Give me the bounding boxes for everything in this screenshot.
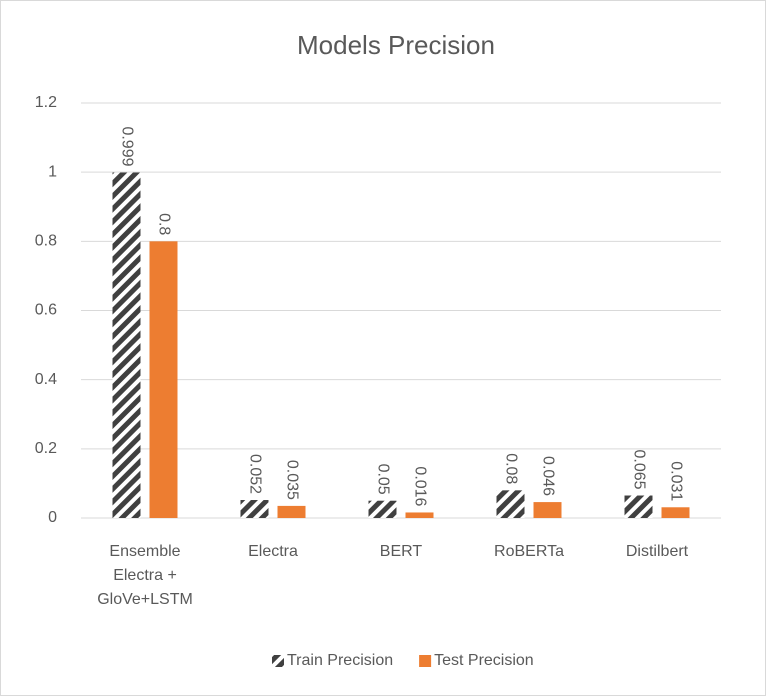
y-tick-label: 1	[48, 163, 57, 180]
y-tick-label: 0.4	[35, 371, 57, 388]
legend-label: Test Precision	[434, 652, 534, 669]
legend-label: Train Precision	[287, 652, 393, 669]
bar	[533, 502, 562, 518]
data-label: 0.08	[502, 453, 519, 484]
y-tick-label: 0.2	[35, 440, 57, 457]
y-tick-label: 0.6	[35, 302, 57, 319]
x-tick-label: Electra	[248, 543, 298, 560]
y-tick-label: 1.2	[35, 94, 57, 111]
data-label: 0.052	[246, 454, 263, 494]
bar	[368, 500, 397, 518]
data-label: 0.046	[539, 456, 556, 496]
bar	[277, 505, 306, 518]
y-tick-label: 0.8	[35, 233, 57, 250]
data-label: 0.8	[155, 213, 172, 235]
bar	[240, 500, 269, 518]
legend-swatch	[272, 655, 284, 667]
legend-swatch	[419, 655, 432, 667]
data-label: 0.999	[118, 126, 135, 166]
data-label: 0.065	[630, 449, 647, 489]
bar	[149, 241, 178, 519]
chart-title: Models Precision	[297, 30, 495, 60]
bar	[496, 490, 525, 518]
y-tick-label: 0	[48, 509, 57, 526]
x-tick-label: Ensemble Electra + GloVe+LSTM	[97, 543, 193, 608]
data-label: 0.035	[283, 460, 300, 500]
x-tick-label: RoBERTa	[494, 543, 564, 560]
x-tick-label: BERT	[379, 543, 423, 560]
bar	[112, 172, 141, 518]
bar	[405, 512, 434, 518]
data-label: 0.05	[374, 464, 391, 495]
bar	[624, 495, 653, 518]
x-tick-label: Distilbert	[625, 543, 689, 560]
data-label: 0.031	[667, 461, 684, 501]
data-label: 0.016	[411, 466, 428, 506]
bar	[661, 507, 690, 518]
